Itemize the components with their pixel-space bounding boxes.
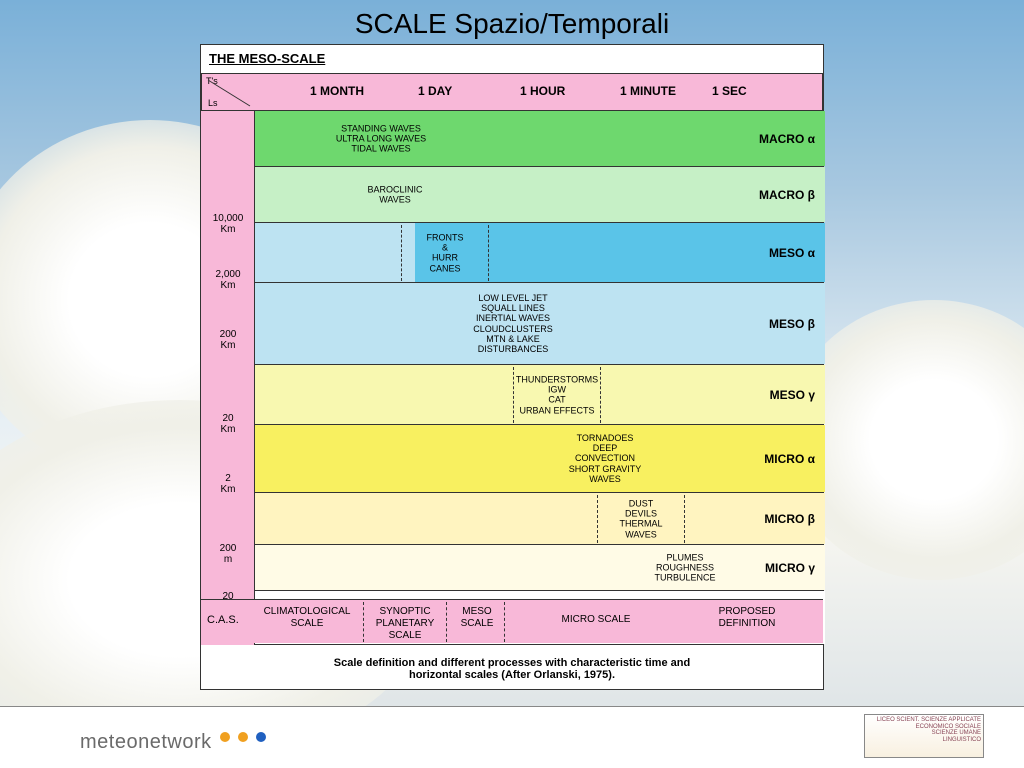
scale-class-label: MICRO α <box>764 452 815 466</box>
footer-label: MICRO SCALE <box>521 614 671 626</box>
time-label: 1 MINUTE <box>620 84 676 98</box>
diagram-header: THE MESO-SCALE <box>209 51 325 66</box>
scale-class-label: MICRO γ <box>765 561 815 575</box>
phenomena-text: PLUMES ROUGHNESS TURBULENCE <box>654 552 715 583</box>
scale-class-label: MESO α <box>769 246 815 260</box>
scale-class-label: MESO β <box>769 317 815 331</box>
footer-label: PROPOSED DEFINITION <box>687 606 807 630</box>
scale-row: THUNDERSTORMS IGW CAT URBAN EFFECTS MESO … <box>255 365 823 425</box>
scale-diagram: THE MESO-SCALE T's Ls 1 MONTH 1 DAY 1 HO… <box>200 44 824 690</box>
scale-class-label: MACRO β <box>759 188 815 202</box>
scale-row: TORNADOES DEEP CONVECTION SHORT GRAVITY … <box>255 425 823 493</box>
time-label: 1 MONTH <box>310 84 364 98</box>
school-logo: LICEO SCIENT. SCIENZE APPLICATE ECONOMIC… <box>864 714 984 758</box>
footer-label: CLIMATOLOGICAL SCALE <box>257 606 357 630</box>
logo-dots-icon <box>218 725 266 748</box>
scale-row: FRONTS & HURR CANES MESO α <box>255 223 823 283</box>
caption: Scale definition and different processes… <box>201 657 823 681</box>
spatial-label: 2 Km <box>205 473 251 495</box>
time-label: 1 SEC <box>712 84 747 98</box>
scale-class-label: MICRO β <box>764 512 815 526</box>
spatial-axis: 10,000 Km 2,000 Km 200 Km 20 Km 2 Km 200… <box>201 111 255 645</box>
spatial-label: 200 Km <box>205 329 251 351</box>
phenomena-text: DUST DEVILS THERMAL WAVES <box>619 498 662 539</box>
scale-class-label: MACRO α <box>759 132 815 146</box>
time-label: 1 HOUR <box>520 84 565 98</box>
spatial-label: 200 m <box>205 543 251 565</box>
spatial-label: 2,000 Km <box>205 269 251 291</box>
scale-row: STANDING WAVES ULTRA LONG WAVES TIDAL WA… <box>255 111 823 167</box>
footer-label: SYNOPTIC PLANETARY SCALE <box>363 606 447 642</box>
phenomena-text: STANDING WAVES ULTRA LONG WAVES TIDAL WA… <box>336 123 426 154</box>
scale-class-label: MESO γ <box>770 388 815 402</box>
phenomena-text: THUNDERSTORMS IGW CAT URBAN EFFECTS <box>516 374 598 415</box>
bottom-bar: meteonetwork LICEO SCIENT. SCIENZE APPLI… <box>0 706 1024 768</box>
phenomena-text: FRONTS & HURR CANES <box>427 232 464 273</box>
scale-row: DUST DEVILS THERMAL WAVES MICRO β <box>255 493 823 545</box>
phenomena-text: BAROCLINIC WAVES <box>367 184 422 205</box>
cas-label: C.A.S. <box>207 614 239 626</box>
time-axis-row: T's Ls 1 MONTH 1 DAY 1 HOUR 1 MINUTE 1 S… <box>201 73 823 111</box>
phenomena-text: LOW LEVEL JET SQUALL LINES INERTIAL WAVE… <box>473 292 553 354</box>
spatial-label: 10,000 Km <box>205 213 251 235</box>
axis-corner: T's Ls <box>204 76 254 110</box>
phenomena-text: TORNADOES DEEP CONVECTION SHORT GRAVITY … <box>569 433 642 485</box>
footer-row: C.A.S. CLIMATOLOGICAL SCALE SYNOPTIC PLA… <box>201 599 823 643</box>
scale-row: LOW LEVEL JET SQUALL LINES INERTIAL WAVE… <box>255 283 823 365</box>
scale-row: BAROCLINIC WAVES MACRO β <box>255 167 823 223</box>
scale-row: PLUMES ROUGHNESS TURBULENCE MICRO γ <box>255 545 823 591</box>
chart-body: 10,000 Km 2,000 Km 200 Km 20 Km 2 Km 200… <box>201 111 823 645</box>
footer-label: MESO SCALE <box>449 606 505 630</box>
spatial-label: 20 Km <box>205 413 251 435</box>
time-label: 1 DAY <box>418 84 452 98</box>
meteonetwork-logo: meteonetwork <box>80 725 266 754</box>
page-title: SCALE Spazio/Temporali <box>0 0 1024 40</box>
